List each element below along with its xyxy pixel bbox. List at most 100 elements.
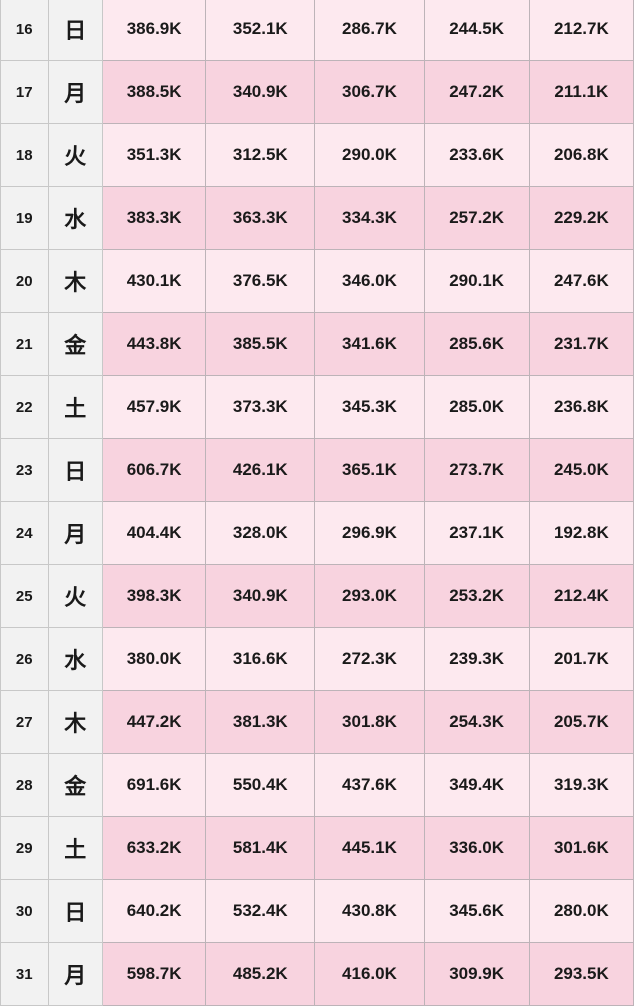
value-cell[interactable]: 306.7K bbox=[314, 60, 425, 124]
row-weekday[interactable]: 日 bbox=[47, 879, 104, 943]
value-cell[interactable]: 349.4K bbox=[423, 753, 530, 817]
value-cell[interactable]: 430.8K bbox=[314, 879, 425, 943]
row-day-number[interactable]: 24 bbox=[0, 501, 49, 565]
value-cell[interactable]: 244.5K bbox=[423, 0, 530, 61]
value-cell[interactable]: 290.1K bbox=[423, 249, 530, 313]
value-cell[interactable]: 373.3K bbox=[205, 375, 316, 439]
value-cell[interactable]: 581.4K bbox=[205, 816, 316, 880]
value-cell[interactable]: 211.1K bbox=[528, 60, 634, 124]
value-cell[interactable]: 247.6K bbox=[528, 249, 634, 313]
value-cell[interactable]: 346.0K bbox=[314, 249, 425, 313]
value-cell[interactable]: 340.9K bbox=[205, 564, 316, 628]
value-cell[interactable]: 376.5K bbox=[205, 249, 316, 313]
value-cell[interactable]: 253.2K bbox=[423, 564, 530, 628]
value-cell[interactable]: 201.7K bbox=[528, 627, 634, 691]
value-cell[interactable]: 345.3K bbox=[314, 375, 425, 439]
value-cell[interactable]: 293.5K bbox=[528, 942, 634, 1006]
row-day-number[interactable]: 25 bbox=[0, 564, 49, 628]
value-cell[interactable]: 398.3K bbox=[101, 564, 207, 628]
value-cell[interactable]: 247.2K bbox=[423, 60, 530, 124]
value-cell[interactable]: 286.7K bbox=[314, 0, 425, 61]
row-weekday[interactable]: 木 bbox=[47, 249, 104, 313]
row-weekday[interactable]: 木 bbox=[47, 690, 104, 754]
row-day-number[interactable]: 28 bbox=[0, 753, 49, 817]
row-weekday[interactable]: 火 bbox=[47, 123, 104, 187]
value-cell[interactable]: 352.1K bbox=[205, 0, 316, 61]
value-cell[interactable]: 633.2K bbox=[101, 816, 207, 880]
value-cell[interactable]: 296.9K bbox=[314, 501, 425, 565]
value-cell[interactable]: 351.3K bbox=[101, 123, 207, 187]
row-weekday[interactable]: 月 bbox=[47, 60, 104, 124]
value-cell[interactable]: 691.6K bbox=[101, 753, 207, 817]
value-cell[interactable]: 192.8K bbox=[528, 501, 634, 565]
value-cell[interactable]: 443.8K bbox=[101, 312, 207, 376]
value-cell[interactable]: 237.1K bbox=[423, 501, 530, 565]
row-weekday[interactable]: 水 bbox=[47, 627, 104, 691]
value-cell[interactable]: 290.0K bbox=[314, 123, 425, 187]
value-cell[interactable]: 257.2K bbox=[423, 186, 530, 250]
row-weekday[interactable]: 火 bbox=[47, 564, 104, 628]
row-weekday[interactable]: 土 bbox=[47, 375, 104, 439]
value-cell[interactable]: 272.3K bbox=[314, 627, 425, 691]
value-cell[interactable]: 301.6K bbox=[528, 816, 634, 880]
value-cell[interactable]: 426.1K bbox=[205, 438, 316, 502]
value-cell[interactable]: 385.5K bbox=[205, 312, 316, 376]
row-weekday[interactable]: 金 bbox=[47, 753, 104, 817]
value-cell[interactable]: 383.3K bbox=[101, 186, 207, 250]
value-cell[interactable]: 273.7K bbox=[423, 438, 530, 502]
value-cell[interactable]: 532.4K bbox=[205, 879, 316, 943]
value-cell[interactable]: 336.0K bbox=[423, 816, 530, 880]
value-cell[interactable]: 206.8K bbox=[528, 123, 634, 187]
value-cell[interactable]: 340.9K bbox=[205, 60, 316, 124]
value-cell[interactable]: 457.9K bbox=[101, 375, 207, 439]
value-cell[interactable]: 640.2K bbox=[101, 879, 207, 943]
value-cell[interactable]: 212.7K bbox=[528, 0, 634, 61]
row-day-number[interactable]: 29 bbox=[0, 816, 49, 880]
value-cell[interactable]: 416.0K bbox=[314, 942, 425, 1006]
row-day-number[interactable]: 26 bbox=[0, 627, 49, 691]
value-cell[interactable]: 380.0K bbox=[101, 627, 207, 691]
value-cell[interactable]: 254.3K bbox=[423, 690, 530, 754]
value-cell[interactable]: 365.1K bbox=[314, 438, 425, 502]
value-cell[interactable]: 319.3K bbox=[528, 753, 634, 817]
row-day-number[interactable]: 23 bbox=[0, 438, 49, 502]
row-weekday[interactable]: 月 bbox=[47, 942, 104, 1006]
value-cell[interactable]: 606.7K bbox=[101, 438, 207, 502]
value-cell[interactable]: 345.6K bbox=[423, 879, 530, 943]
value-cell[interactable]: 328.0K bbox=[205, 501, 316, 565]
value-cell[interactable]: 316.6K bbox=[205, 627, 316, 691]
value-cell[interactable]: 212.4K bbox=[528, 564, 634, 628]
value-cell[interactable]: 447.2K bbox=[101, 690, 207, 754]
row-day-number[interactable]: 27 bbox=[0, 690, 49, 754]
value-cell[interactable]: 437.6K bbox=[314, 753, 425, 817]
value-cell[interactable]: 293.0K bbox=[314, 564, 425, 628]
value-cell[interactable]: 231.7K bbox=[528, 312, 634, 376]
row-day-number[interactable]: 20 bbox=[0, 249, 49, 313]
value-cell[interactable]: 598.7K bbox=[101, 942, 207, 1006]
row-weekday[interactable]: 水 bbox=[47, 186, 104, 250]
row-weekday[interactable]: 日 bbox=[47, 0, 104, 61]
value-cell[interactable]: 430.1K bbox=[101, 249, 207, 313]
value-cell[interactable]: 550.4K bbox=[205, 753, 316, 817]
row-day-number[interactable]: 21 bbox=[0, 312, 49, 376]
row-weekday[interactable]: 金 bbox=[47, 312, 104, 376]
value-cell[interactable]: 229.2K bbox=[528, 186, 634, 250]
row-day-number[interactable]: 18 bbox=[0, 123, 49, 187]
value-cell[interactable]: 205.7K bbox=[528, 690, 634, 754]
value-cell[interactable]: 445.1K bbox=[314, 816, 425, 880]
row-day-number[interactable]: 19 bbox=[0, 186, 49, 250]
row-day-number[interactable]: 30 bbox=[0, 879, 49, 943]
value-cell[interactable]: 334.3K bbox=[314, 186, 425, 250]
value-cell[interactable]: 404.4K bbox=[101, 501, 207, 565]
value-cell[interactable]: 363.3K bbox=[205, 186, 316, 250]
value-cell[interactable]: 245.0K bbox=[528, 438, 634, 502]
row-day-number[interactable]: 17 bbox=[0, 60, 49, 124]
row-weekday[interactable]: 月 bbox=[47, 501, 104, 565]
value-cell[interactable]: 312.5K bbox=[205, 123, 316, 187]
value-cell[interactable]: 301.8K bbox=[314, 690, 425, 754]
value-cell[interactable]: 239.3K bbox=[423, 627, 530, 691]
value-cell[interactable]: 341.6K bbox=[314, 312, 425, 376]
value-cell[interactable]: 233.6K bbox=[423, 123, 530, 187]
value-cell[interactable]: 280.0K bbox=[528, 879, 634, 943]
row-day-number[interactable]: 22 bbox=[0, 375, 49, 439]
